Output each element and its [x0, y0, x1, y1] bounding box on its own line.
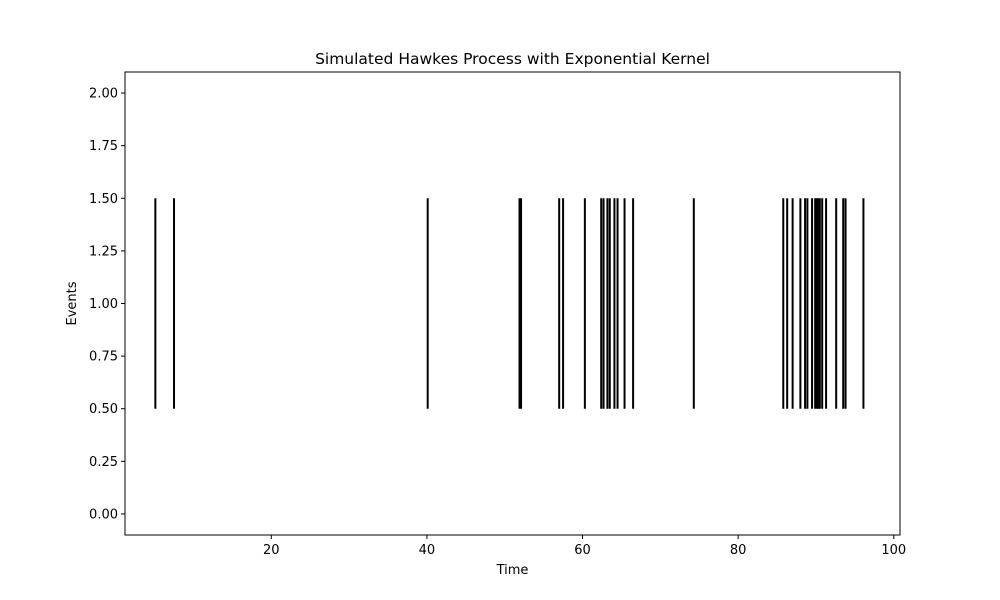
chart-title: Simulated Hawkes Process with Exponentia… [315, 50, 710, 68]
y-axis-label: Events [65, 281, 80, 325]
y-tick-label: 0.25 [89, 455, 118, 470]
x-tick-label: 60 [574, 543, 591, 558]
plot-frame [124, 71, 901, 536]
x-axis-label: Time [496, 563, 529, 578]
y-tick-label: 1.50 [89, 192, 118, 207]
y-tick-label: 0.00 [89, 507, 118, 522]
y-tick-label: 1.25 [89, 244, 118, 259]
y-tick-label: 1.75 [89, 139, 118, 154]
x-axis-ticks: 20 40 60 80 100 [263, 535, 906, 558]
y-tick-label: 0.75 [89, 350, 118, 365]
y-axis-ticks: 0.00 0.25 0.50 0.75 1.00 1.25 1.50 1.75 2.00 [89, 87, 125, 522]
x-tick-label: 100 [881, 543, 906, 558]
x-tick-label: 80 [730, 543, 747, 558]
x-tick-label: 40 [419, 543, 436, 558]
y-tick-label: 0.50 [89, 402, 118, 417]
y-tick-label: 1.00 [89, 297, 118, 312]
event-lines [154, 198, 865, 409]
x-tick-label: 20 [263, 543, 280, 558]
y-tick-label: 2.00 [89, 87, 118, 102]
